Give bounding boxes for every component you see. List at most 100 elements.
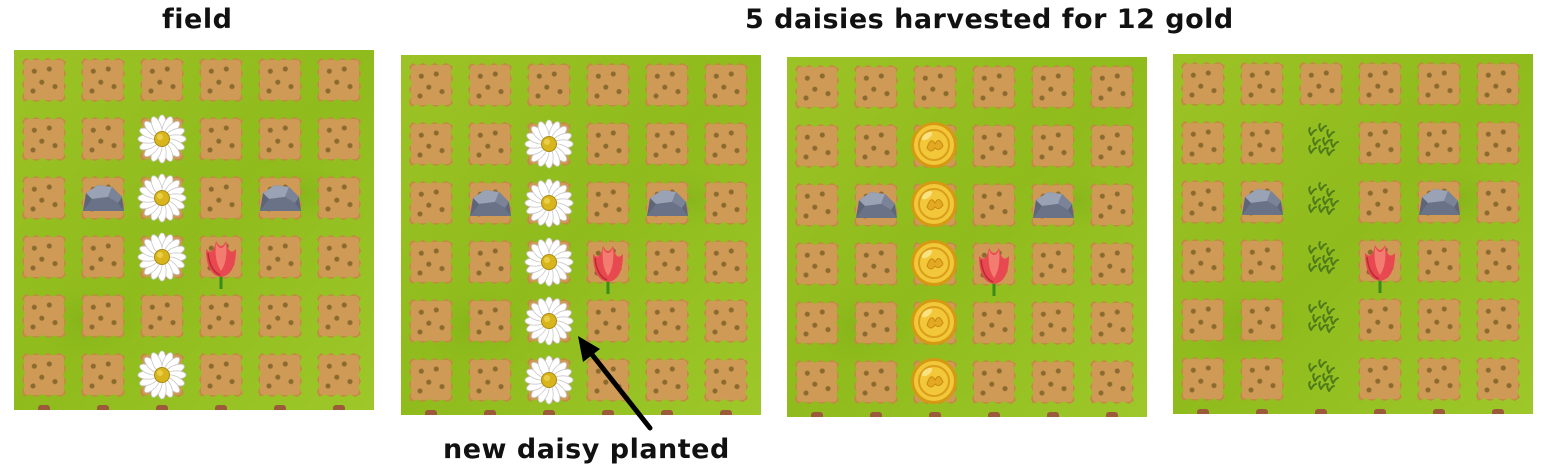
soil-tile[interactable] <box>468 240 512 284</box>
soil-tile[interactable] <box>1476 62 1520 106</box>
soil-tile[interactable] <box>854 360 898 404</box>
soil-tile[interactable] <box>586 358 630 402</box>
soil-tile[interactable] <box>972 301 1016 345</box>
rock-icon[interactable] <box>642 178 692 228</box>
soil-tile[interactable] <box>81 294 125 338</box>
gold-coin-icon[interactable] <box>909 356 961 408</box>
soil-tile[interactable] <box>645 240 689 284</box>
soil-tile[interactable] <box>1090 65 1134 109</box>
soil-tile[interactable] <box>1240 357 1284 401</box>
soil-tile[interactable] <box>409 122 453 166</box>
soil-tile[interactable] <box>1417 298 1461 342</box>
soil-tile[interactable] <box>1181 298 1225 342</box>
daisy-icon[interactable] <box>137 173 187 223</box>
daisy-icon[interactable] <box>137 114 187 164</box>
soil-tile[interactable] <box>199 353 243 397</box>
soil-tile[interactable] <box>1476 121 1520 165</box>
soil-tile[interactable] <box>468 358 512 402</box>
soil-tile[interactable] <box>704 240 748 284</box>
daisy-icon[interactable] <box>524 119 574 169</box>
soil-tile[interactable] <box>1031 360 1075 404</box>
soil-tile[interactable] <box>409 358 453 402</box>
soil-tile[interactable] <box>199 294 243 338</box>
soil-tile[interactable] <box>1240 239 1284 283</box>
soil-tile[interactable] <box>81 117 125 161</box>
rock-icon[interactable] <box>851 180 901 230</box>
rock-icon[interactable] <box>1237 177 1287 227</box>
soil-tile[interactable] <box>199 117 243 161</box>
soil-tile[interactable] <box>1031 65 1075 109</box>
daisy-icon[interactable] <box>524 296 574 346</box>
tulip-icon[interactable] <box>583 236 633 296</box>
soil-tile[interactable] <box>140 58 184 102</box>
soil-tile[interactable] <box>258 294 302 338</box>
soil-tile[interactable] <box>704 181 748 225</box>
soil-tile[interactable] <box>1240 298 1284 342</box>
soil-tile[interactable] <box>258 58 302 102</box>
soil-tile[interactable] <box>1299 62 1343 106</box>
soil-tile[interactable] <box>972 360 1016 404</box>
soil-tile[interactable] <box>1358 298 1402 342</box>
soil-tile[interactable] <box>317 117 361 161</box>
tulip-icon[interactable] <box>1355 235 1405 295</box>
soil-tile[interactable] <box>22 58 66 102</box>
soil-tile[interactable] <box>199 58 243 102</box>
soil-tile[interactable] <box>409 63 453 107</box>
daisy-icon[interactable] <box>137 350 187 400</box>
sprout-icon[interactable] <box>1299 357 1343 401</box>
soil-tile[interactable] <box>409 240 453 284</box>
soil-tile[interactable] <box>1358 357 1402 401</box>
gold-coin-icon[interactable] <box>909 238 961 290</box>
soil-tile[interactable] <box>140 294 184 338</box>
soil-tile[interactable] <box>972 124 1016 168</box>
soil-tile[interactable] <box>1417 239 1461 283</box>
soil-tile[interactable] <box>1181 357 1225 401</box>
soil-tile[interactable] <box>795 301 839 345</box>
soil-tile[interactable] <box>854 124 898 168</box>
daisy-icon[interactable] <box>524 178 574 228</box>
soil-tile[interactable] <box>795 242 839 286</box>
soil-tile[interactable] <box>586 63 630 107</box>
soil-tile[interactable] <box>1090 242 1134 286</box>
soil-tile[interactable] <box>795 124 839 168</box>
soil-tile[interactable] <box>645 358 689 402</box>
soil-tile[interactable] <box>1181 62 1225 106</box>
soil-tile[interactable] <box>22 353 66 397</box>
soil-tile[interactable] <box>645 63 689 107</box>
soil-tile[interactable] <box>258 353 302 397</box>
sprout-icon[interactable] <box>1299 121 1343 165</box>
gold-coin-icon[interactable] <box>909 120 961 172</box>
soil-tile[interactable] <box>317 58 361 102</box>
soil-tile[interactable] <box>1358 62 1402 106</box>
soil-tile[interactable] <box>1417 357 1461 401</box>
soil-tile[interactable] <box>586 181 630 225</box>
soil-tile[interactable] <box>1417 62 1461 106</box>
sprout-icon[interactable] <box>1299 239 1343 283</box>
rock-icon[interactable] <box>465 178 515 228</box>
soil-tile[interactable] <box>317 235 361 279</box>
soil-tile[interactable] <box>854 301 898 345</box>
soil-tile[interactable] <box>1358 121 1402 165</box>
soil-tile[interactable] <box>586 299 630 343</box>
soil-tile[interactable] <box>704 299 748 343</box>
soil-tile[interactable] <box>81 235 125 279</box>
soil-tile[interactable] <box>1476 180 1520 224</box>
soil-tile[interactable] <box>1090 124 1134 168</box>
soil-tile[interactable] <box>527 63 571 107</box>
sprout-icon[interactable] <box>1299 298 1343 342</box>
soil-tile[interactable] <box>81 353 125 397</box>
soil-tile[interactable] <box>1090 360 1134 404</box>
soil-tile[interactable] <box>317 353 361 397</box>
soil-tile[interactable] <box>795 183 839 227</box>
soil-tile[interactable] <box>468 63 512 107</box>
soil-tile[interactable] <box>704 358 748 402</box>
soil-tile[interactable] <box>1240 121 1284 165</box>
soil-tile[interactable] <box>854 65 898 109</box>
soil-tile[interactable] <box>1031 301 1075 345</box>
rock-icon[interactable] <box>1028 180 1078 230</box>
soil-tile[interactable] <box>317 176 361 220</box>
soil-tile[interactable] <box>645 299 689 343</box>
soil-tile[interactable] <box>795 65 839 109</box>
soil-tile[interactable] <box>1417 121 1461 165</box>
soil-tile[interactable] <box>468 299 512 343</box>
